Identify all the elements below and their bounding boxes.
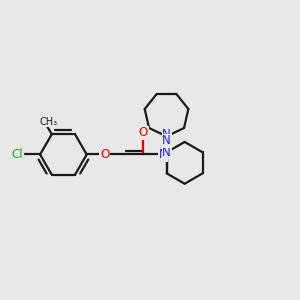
Text: O: O bbox=[100, 148, 109, 161]
Text: O: O bbox=[139, 126, 148, 139]
Text: N: N bbox=[159, 148, 167, 161]
Text: Cl: Cl bbox=[11, 148, 22, 161]
Text: CH₃: CH₃ bbox=[40, 117, 58, 127]
Text: N: N bbox=[162, 128, 171, 141]
Text: N: N bbox=[162, 134, 171, 147]
Text: N: N bbox=[162, 146, 171, 159]
